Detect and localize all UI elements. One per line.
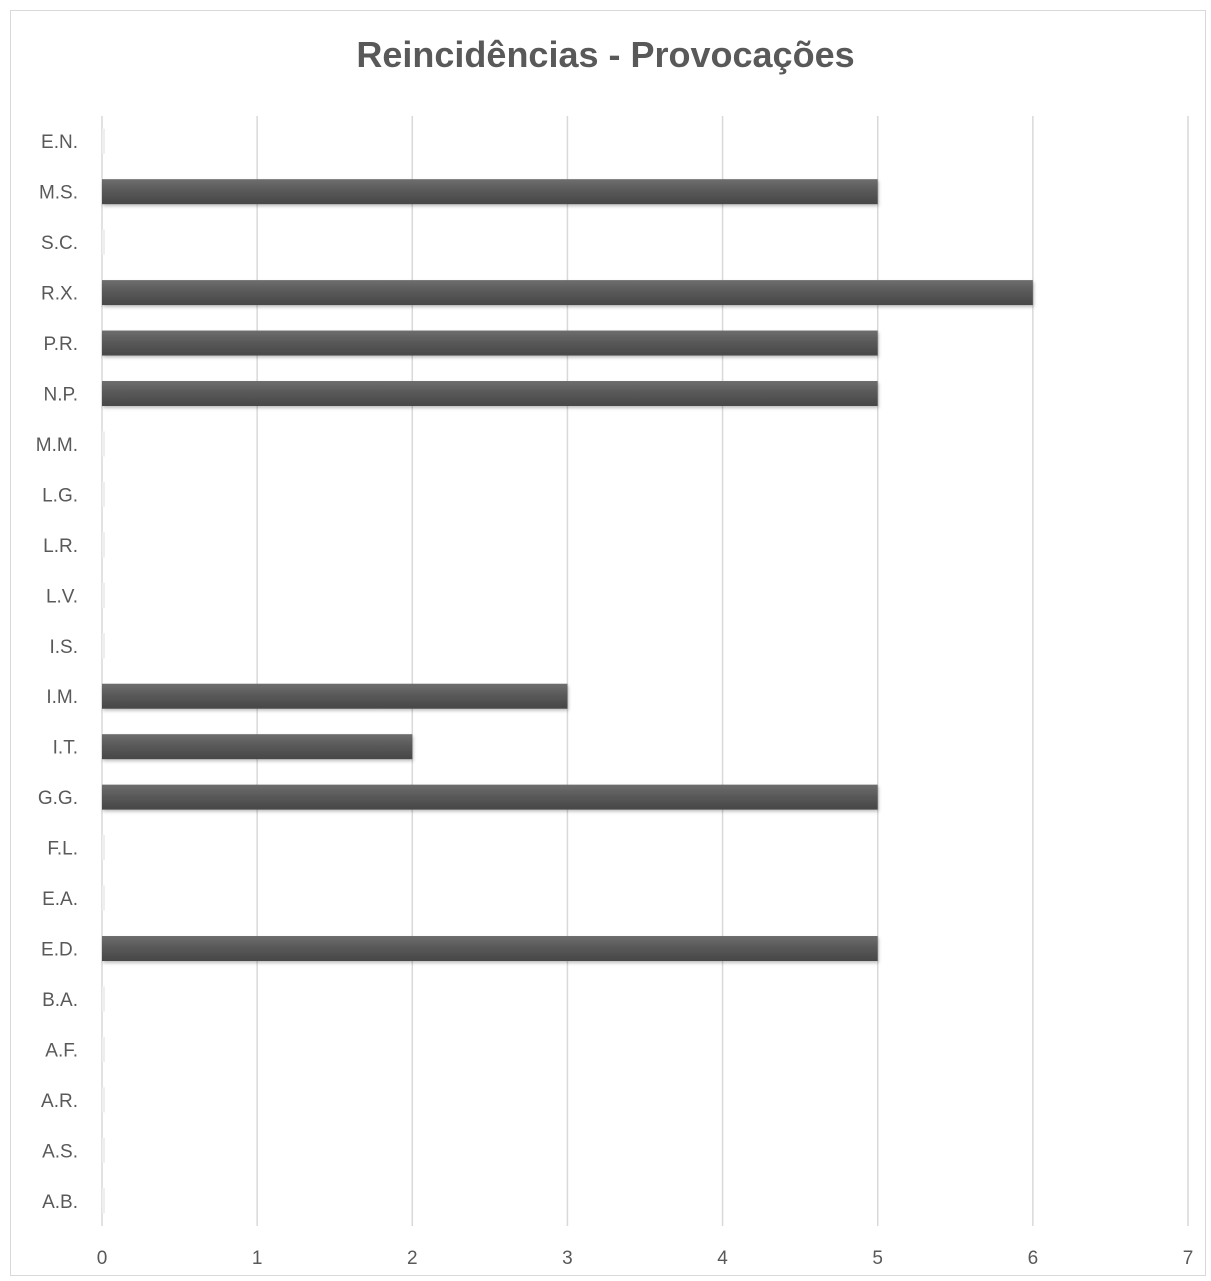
bar-L.V. [102,582,105,608]
bar-L.R. [102,532,105,558]
y-tick-label: S.C. [41,233,78,254]
y-tick-label: E.A. [42,889,78,910]
bar-I.S. [102,633,105,659]
bar-N.P. [102,381,878,406]
y-tick-label: M.M. [36,435,78,456]
x-tick-label: 7 [1183,1248,1194,1269]
x-tick-label: 3 [562,1248,573,1269]
y-tick-label: E.D. [41,940,78,961]
bar-R.X. [102,280,1033,306]
x-tick-label: 1 [252,1248,263,1269]
x-tick-label: 4 [717,1248,728,1269]
y-tick-label: E.N. [41,132,78,153]
y-tick-label: B.A. [42,990,78,1011]
x-tick-label: 2 [407,1248,418,1269]
y-tick-label: G.G. [38,788,78,809]
bar-A.S. [102,1137,105,1163]
bar-B.A. [102,986,105,1012]
y-tick-label: I.S. [49,637,78,658]
bar-A.B. [102,1188,105,1214]
bar-E.N. [102,128,105,154]
bar-F.L. [102,835,105,861]
x-tick-label: 5 [872,1248,883,1269]
x-axis-labels: 0 1 2 3 4 5 6 7 [97,1248,1194,1269]
y-tick-label: L.V. [46,586,78,607]
y-tick-label: A.S. [42,1141,78,1162]
y-tick-label: A.B. [42,1192,78,1213]
bar-M.S. [102,179,878,205]
bar-L.G. [102,481,105,507]
y-tick-label: I.M. [46,687,78,708]
bars [102,128,1033,1214]
chart-title: Reincidências - Provocações [356,34,855,75]
bar-E.D. [102,936,878,961]
y-tick-label: A.F. [45,1040,78,1061]
y-tick-label: R.X. [41,284,78,305]
y-tick-label: L.R. [43,536,78,557]
y-tick-label: F.L. [47,839,78,860]
y-tick-label: L.G. [42,485,78,506]
y-tick-label: N.P. [43,385,78,406]
bar-S.C. [102,229,105,255]
bar-A.F. [102,1036,105,1062]
x-tick-label: 0 [97,1248,108,1269]
y-tick-label: P.R. [43,334,78,355]
x-tick-label: 6 [1028,1248,1039,1269]
y-tick-label: A.R. [41,1091,78,1112]
y-axis-labels: A.B. A.S. A.R. A.F. B.A. E.D. E.A. F.L. G.G. I.T.… [36,132,78,1213]
y-tick-label: M.S. [39,183,78,204]
bar-P.R. [102,330,878,356]
chart-frame [10,10,1206,1276]
y-tick-label: I.T. [53,738,78,759]
bar-I.T. [102,734,413,760]
bar-M.M. [102,431,105,457]
bar-A.R. [102,1087,105,1113]
bar-E.A. [102,885,105,911]
bar-I.M. [102,683,568,709]
bar-G.G. [102,784,878,810]
